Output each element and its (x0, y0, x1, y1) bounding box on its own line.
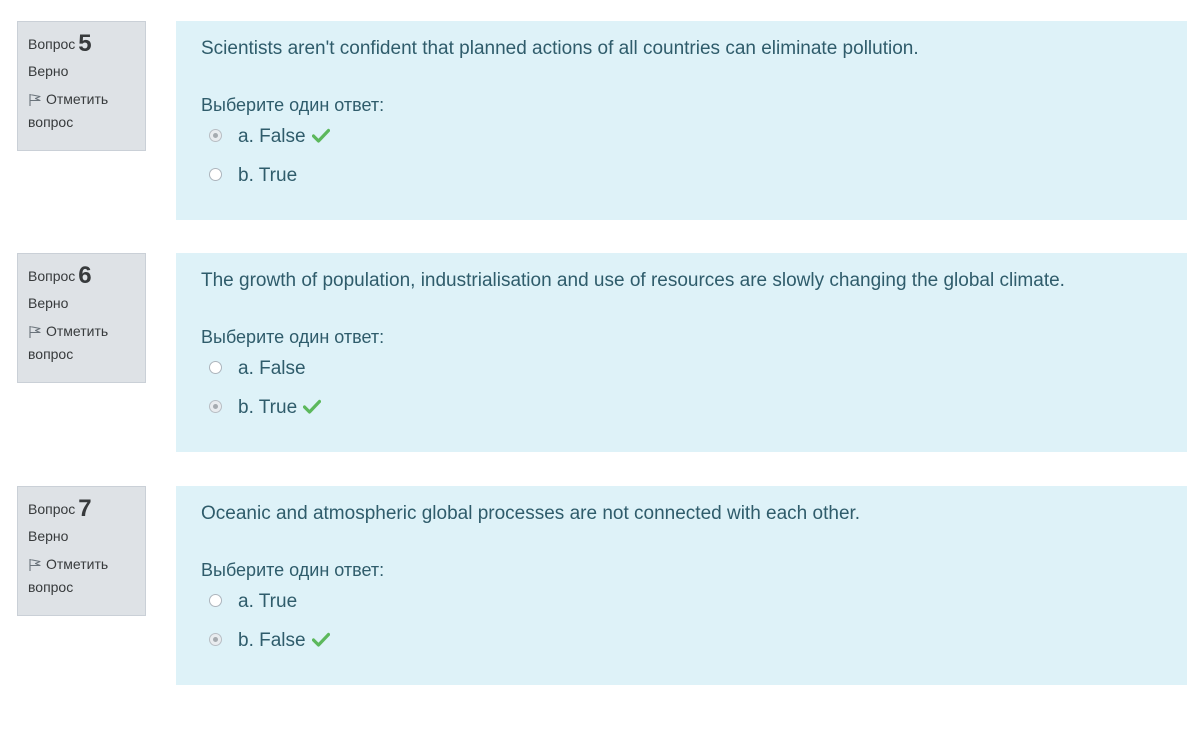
flag-icon (29, 325, 41, 338)
answer-option-a[interactable]: a. True (201, 588, 1162, 627)
flag-question-link[interactable]: Отметить вопрос (28, 320, 135, 366)
option-label: a. True (238, 591, 298, 612)
answer-prompt: Выберите один ответ: (201, 327, 385, 347)
answer-option-b[interactable]: b. False (201, 627, 1162, 666)
question-number: Вопрос 5 (28, 30, 135, 58)
radio-button[interactable] (209, 594, 222, 607)
question-text: The growth of population, industrialisat… (201, 270, 1065, 291)
correct-check-icon (303, 399, 322, 414)
question-label: Вопрос (28, 36, 76, 52)
option-label: a. False (238, 126, 306, 147)
answer-options: a. False b. True (201, 355, 1162, 433)
correct-check-icon (311, 128, 330, 143)
answer-prompt: Выберите один ответ: (201, 95, 385, 115)
question-text: Oceanic and atmospheric global processes… (201, 503, 861, 524)
answer-prompt: Выберите один ответ: (201, 560, 385, 580)
question-number-value: 5 (78, 30, 92, 57)
question-content: Oceanic and atmospheric global processes… (176, 486, 1187, 685)
question-text: Scientists aren't confident that planned… (201, 38, 919, 59)
question-label: Вопрос (28, 268, 76, 284)
radio-button-checked[interactable] (209, 400, 222, 413)
question-state: Верно (28, 528, 69, 544)
question-content: Scientists aren't confident that planned… (176, 21, 1187, 220)
answer-option-a[interactable]: a. False (201, 123, 1162, 162)
question-number: Вопрос 6 (28, 262, 135, 290)
flag-question-link[interactable]: Отметить вопрос (28, 553, 135, 599)
radio-button[interactable] (209, 168, 222, 181)
question-label: Вопрос (28, 501, 76, 517)
radio-button[interactable] (209, 361, 222, 374)
question-info: Вопрос 5 Верно Отметить вопрос (17, 21, 146, 151)
answer-options: a. True b. False (201, 588, 1162, 666)
option-label: b. True (238, 165, 298, 186)
question-info: Вопрос 6 Верно Отметить вопрос (17, 253, 146, 383)
question-number-value: 7 (78, 495, 92, 522)
flag-label: Отметить вопрос (28, 91, 109, 130)
option-label: b. True (238, 397, 298, 418)
flag-label: Отметить вопрос (28, 556, 109, 595)
flag-icon (29, 93, 41, 106)
radio-button-checked[interactable] (209, 633, 222, 646)
question-number: Вопрос 7 (28, 495, 135, 523)
question-state: Верно (28, 295, 69, 311)
answer-option-b[interactable]: b. True (201, 162, 1162, 201)
correct-check-icon (311, 632, 330, 647)
option-label: b. False (238, 630, 306, 651)
radio-button-checked[interactable] (209, 129, 222, 142)
question-state: Верно (28, 63, 69, 79)
answer-option-b[interactable]: b. True (201, 394, 1162, 433)
flag-icon (29, 558, 41, 571)
answer-options: a. False b. True (201, 123, 1162, 201)
flag-label: Отметить вопрос (28, 323, 109, 362)
answer-option-a[interactable]: a. False (201, 355, 1162, 394)
question-content: The growth of population, industrialisat… (176, 253, 1187, 452)
option-label: a. False (238, 358, 306, 379)
flag-question-link[interactable]: Отметить вопрос (28, 88, 135, 134)
question-number-value: 6 (78, 262, 92, 289)
question-info: Вопрос 7 Верно Отметить вопрос (17, 486, 146, 616)
